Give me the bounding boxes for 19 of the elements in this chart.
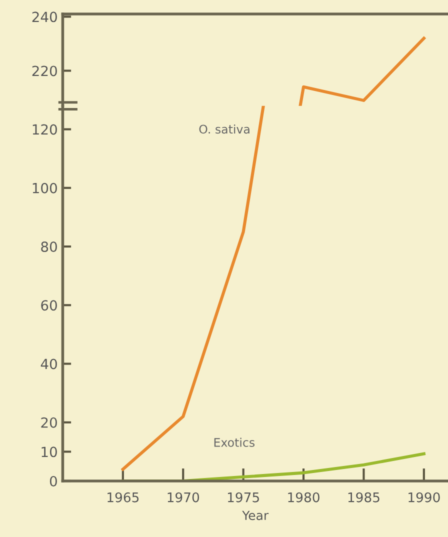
annotation: O. sativa bbox=[199, 124, 250, 134]
y-tick-label: 240 bbox=[32, 12, 57, 22]
x-tick-label: 1985 bbox=[348, 492, 380, 502]
y-tick-label: 120 bbox=[32, 124, 57, 135]
y-tick-label: 20 bbox=[41, 417, 57, 428]
y-tick-label: 80 bbox=[41, 241, 57, 252]
x-tick-label: 1990 bbox=[408, 492, 440, 502]
x-tick-label: 1975 bbox=[228, 492, 259, 502]
y-tick-label: 100 bbox=[32, 182, 57, 194]
x-tick-label: 1980 bbox=[288, 492, 320, 502]
y-tick-label: 60 bbox=[41, 300, 57, 311]
x-tick-label: 1965 bbox=[108, 492, 139, 502]
annotation: Exotics bbox=[214, 438, 255, 447]
y-tick-label: 40 bbox=[40, 358, 57, 370]
x-tick-label: 1970 bbox=[168, 492, 200, 502]
y-tick-label: 10 bbox=[42, 446, 57, 458]
y-tick-label: 0 bbox=[50, 476, 57, 486]
y-tick-label: 220 bbox=[32, 66, 57, 76]
x-axis-title: Year bbox=[242, 510, 269, 520]
